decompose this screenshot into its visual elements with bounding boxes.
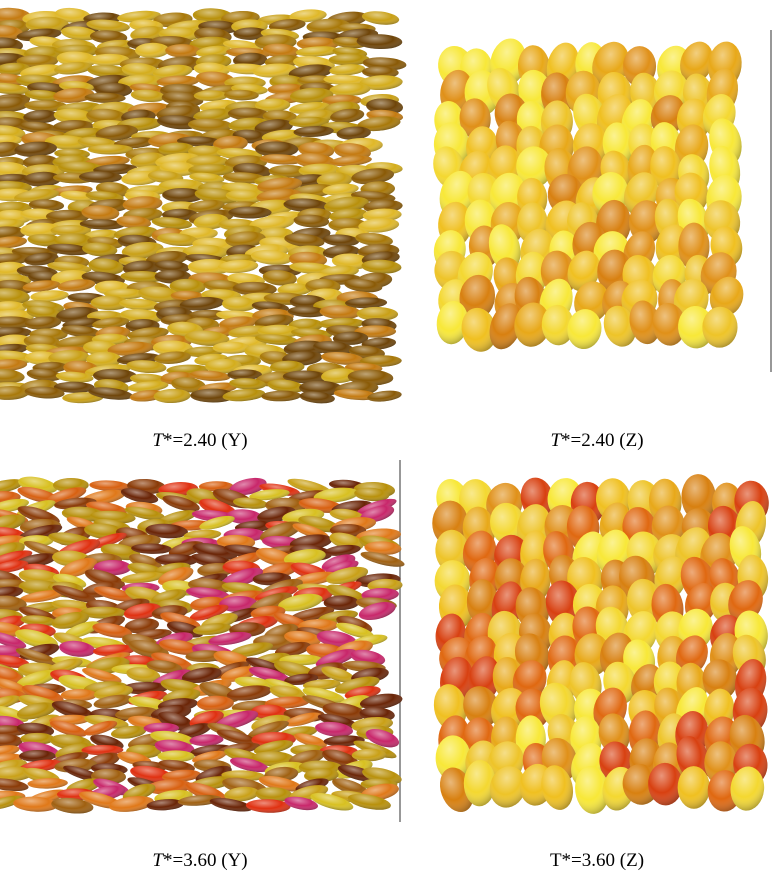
caption-text: *=2.40 (Z) — [561, 430, 643, 451]
particle — [293, 125, 334, 138]
particle — [213, 342, 251, 354]
snapshot — [0, 474, 406, 816]
particle — [361, 9, 400, 26]
caption-text: *=2.40 (Y) — [163, 430, 248, 451]
caption: T*=2.40 (Y) — [152, 430, 247, 451]
particle — [228, 206, 271, 218]
particle — [61, 689, 97, 701]
caption-text: T*=3.60 (Z) — [550, 850, 644, 871]
caption: T*=2.40 (Z) — [550, 430, 643, 451]
snapshot — [431, 473, 772, 816]
caption: T*=3.60 (Z) — [550, 850, 644, 871]
page: T*=2.40 (Y) T*=2.40 (Z) T*=3.60 (Y) T*=3… — [0, 0, 777, 884]
snapshot — [428, 35, 748, 355]
caption-text: *=3.60 (Y) — [163, 850, 248, 871]
snapshot — [0, 6, 407, 404]
particle — [0, 368, 25, 385]
particle — [356, 34, 402, 50]
particle — [261, 390, 301, 402]
figure: T*=2.40 (Y) T*=2.40 (Z) T*=3.60 (Y) T*=3… — [0, 0, 777, 884]
caption: T*=3.60 (Y) — [152, 850, 247, 871]
